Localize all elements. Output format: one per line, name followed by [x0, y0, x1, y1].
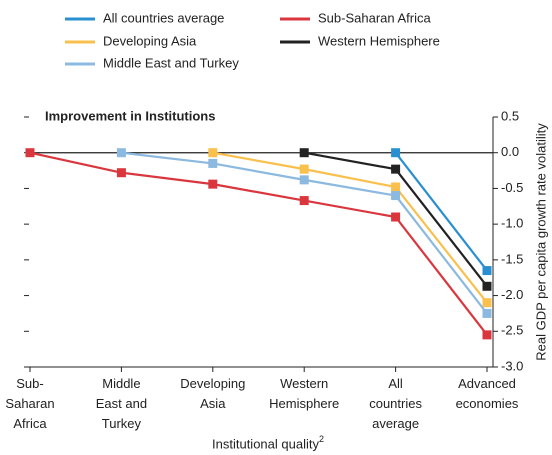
y-tick-label: 0.0 — [501, 144, 519, 159]
point-marker — [299, 164, 309, 174]
x-tick-label: Middle East and Turkey — [96, 376, 147, 431]
y-tick-label: -1.0 — [501, 216, 523, 231]
point-marker — [482, 281, 492, 291]
series-line — [394, 152, 488, 272]
legend-label: Middle East and Turkey — [103, 55, 239, 70]
point-marker — [299, 196, 309, 206]
point-marker — [208, 179, 218, 189]
x-axis-label-superscript: 2 — [319, 434, 324, 444]
legend-label: Western Hemisphere — [318, 33, 440, 48]
y-tick-label: -1.5 — [501, 251, 523, 266]
point-marker — [482, 298, 492, 308]
x-tick-label: All countries average — [369, 376, 422, 431]
point-marker — [391, 212, 401, 222]
x-axis-label: Institutional quality2 — [212, 434, 324, 451]
series-line — [29, 151, 488, 336]
y-tick-label: -0.5 — [501, 180, 523, 195]
y-tick-label: 0.5 — [501, 108, 519, 123]
y-tick-label: -3.0 — [501, 358, 523, 373]
x-tick-label: Developing Asia — [180, 376, 245, 411]
y-axis-label: Real GDP per capita growth rate volatili… — [533, 123, 548, 361]
point-marker — [391, 182, 401, 192]
x-tick-label: Advanced economies — [456, 376, 519, 411]
point-marker — [391, 191, 401, 201]
point-marker — [208, 148, 218, 158]
point-marker — [116, 148, 126, 158]
legend-label: Developing Asia — [103, 33, 197, 48]
legend-label: All countries average — [103, 10, 224, 25]
x-tick-label: Western Hemisphere — [269, 376, 339, 411]
y-tick-label: -2.5 — [501, 323, 523, 338]
point-marker — [391, 148, 401, 158]
point-marker — [299, 175, 309, 185]
x-tick-label: Sub-Saharan Africa — [5, 376, 54, 431]
annotation: Improvement in Institutions — [45, 108, 215, 123]
point-marker — [116, 168, 126, 178]
point-marker — [299, 148, 309, 158]
point-marker — [25, 148, 35, 158]
point-marker — [482, 266, 492, 276]
point-marker — [482, 308, 492, 318]
y-tick-label: -2.0 — [501, 287, 523, 302]
series-line — [212, 151, 488, 304]
point-marker — [391, 164, 401, 174]
point-marker — [208, 158, 218, 168]
point-marker — [482, 330, 492, 340]
legend-label: Sub-Saharan Africa — [318, 10, 432, 25]
